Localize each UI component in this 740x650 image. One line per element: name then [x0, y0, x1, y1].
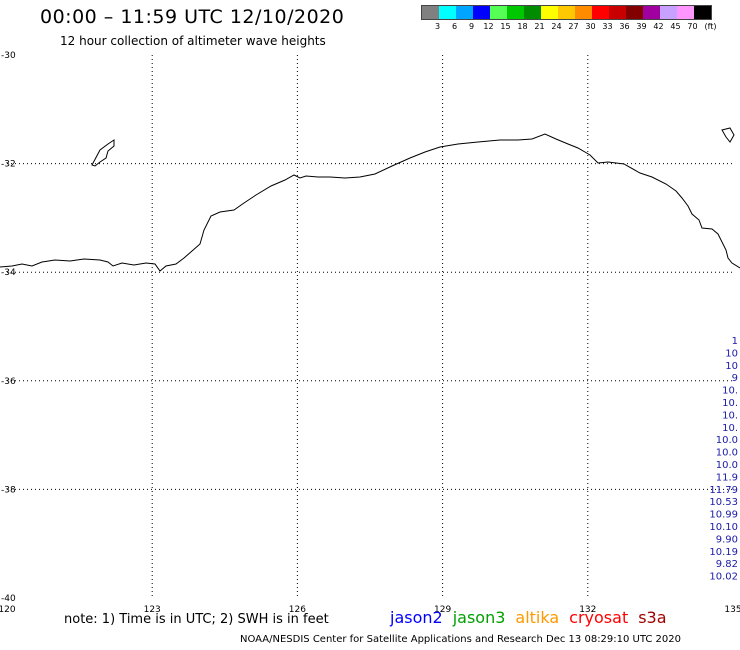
- scale-label: 15: [500, 22, 511, 31]
- swh-value: 10: [725, 348, 738, 359]
- satellite-legend-item: jason3: [452, 608, 506, 627]
- swh-value: 10.: [722, 410, 738, 421]
- swh-value: 11.9: [716, 472, 738, 483]
- axis-ticks: 120 123 126 129 132 135 -30 -32 -34 -36 -38 -40: [0, 51, 740, 615]
- color-scale-swatches: [421, 5, 712, 20]
- swh-value: 9.90: [716, 534, 738, 545]
- lon-tick-label: 129: [434, 605, 451, 615]
- swh-value: 10.0: [716, 448, 738, 459]
- lon-tick-label: 126: [289, 605, 306, 615]
- satellite-legend-item: jason2: [390, 608, 443, 627]
- swh-value: 1: [732, 336, 738, 347]
- note-text: note: 1) Time is in UTC; 2) SWH is in fe…: [64, 612, 329, 627]
- island-outline-east: [721, 127, 735, 143]
- australia-coastline: [0, 133, 740, 272]
- scale-swatch: [422, 6, 439, 19]
- scale-swatch: [524, 6, 541, 19]
- map-subtitle: 12 hour collection of altimeter wave hei…: [60, 34, 326, 48]
- scale-label: 18: [517, 22, 528, 31]
- scale-label: 70: [687, 22, 698, 31]
- scale-swatch: [473, 6, 490, 19]
- wave-height-color-scale: 3 6 9 12 15 18 21 24 27 30 33 36 39 42 45 70 (ft): [421, 5, 717, 32]
- scale-swatch: [456, 6, 473, 19]
- scale-swatch: [541, 6, 558, 19]
- lon-tick-label: 135: [724, 605, 740, 615]
- scale-swatch: [694, 6, 711, 19]
- swh-value: 10.53: [709, 497, 738, 508]
- scale-swatch: [660, 6, 677, 19]
- swh-value: 10.19: [709, 547, 738, 558]
- scale-swatch: [575, 6, 592, 19]
- swh-value: 10.99: [709, 510, 738, 521]
- scale-swatch: [558, 6, 575, 19]
- scale-label: 33: [602, 22, 613, 31]
- satellite-legend-item: cryosat: [569, 608, 629, 627]
- color-scale-labels: 3 6 9 12 15 18 21 24 27 30 33 36 39 42 45 70 (ft): [421, 20, 717, 32]
- lat-tick-label: -40: [1, 594, 16, 604]
- scale-label: 39: [636, 22, 647, 31]
- swh-value: 10.: [722, 398, 738, 409]
- scale-label: 3: [434, 22, 441, 31]
- scale-label: 12: [483, 22, 494, 31]
- swh-value: 10.0: [716, 460, 738, 471]
- swh-value: 9: [732, 373, 738, 384]
- scale-label: 45: [670, 22, 681, 31]
- swh-labels: 11010910.10.10.10.10.010.010.011.911.791…: [709, 336, 738, 583]
- lon-tick-label: 120: [0, 605, 16, 615]
- scale-swatch: [626, 6, 643, 19]
- satellite-legend: jason2 jason3 altika cryosat s3a: [390, 608, 677, 627]
- scale-swatch: [592, 6, 609, 19]
- swh-value: 10.0: [716, 435, 738, 446]
- scale-swatch: [677, 6, 694, 19]
- swh-value: 10.: [722, 423, 738, 434]
- island-outline: [91, 139, 115, 167]
- scale-label: 6: [451, 22, 458, 31]
- swh-value: 11.79: [709, 485, 738, 496]
- scale-swatch: [643, 6, 660, 19]
- scale-label: 36: [619, 22, 630, 31]
- lat-tick-label: -32: [1, 160, 16, 170]
- scale-label: 42: [653, 22, 664, 31]
- swh-value: 10: [725, 361, 738, 372]
- lat-tick-label: -30: [1, 51, 16, 61]
- scale-label: 21: [534, 22, 545, 31]
- swh-value: 10.10: [709, 522, 738, 533]
- footer-credit: NOAA/NESDIS Center for Satellite Applica…: [240, 634, 682, 645]
- scale-swatch: [507, 6, 524, 19]
- scale-label: 24: [551, 22, 562, 31]
- lat-tick-label: -34: [1, 268, 16, 278]
- scale-unit: (ft): [704, 22, 717, 31]
- satellite-legend-item: s3a: [638, 608, 667, 627]
- graticule: [7, 55, 733, 598]
- scale-label: 9: [468, 22, 475, 31]
- scale-label: 27: [568, 22, 579, 31]
- satellite-legend-item: altika: [515, 608, 560, 627]
- scale-swatch: [609, 6, 626, 19]
- swh-value: 10.02: [709, 572, 738, 583]
- lat-tick-label: -36: [1, 377, 16, 387]
- scale-swatch: [490, 6, 507, 19]
- lat-tick-label: -38: [1, 485, 16, 495]
- lon-tick-label: 123: [144, 605, 161, 615]
- lon-tick-label: 132: [579, 605, 596, 615]
- map-title: 00:00 – 11:59 UTC 12/10/2020: [40, 6, 345, 28]
- swh-value: 10.: [722, 386, 738, 397]
- swh-value: 9.82: [716, 559, 738, 570]
- scale-label: 30: [585, 22, 596, 31]
- scale-swatch: [439, 6, 456, 19]
